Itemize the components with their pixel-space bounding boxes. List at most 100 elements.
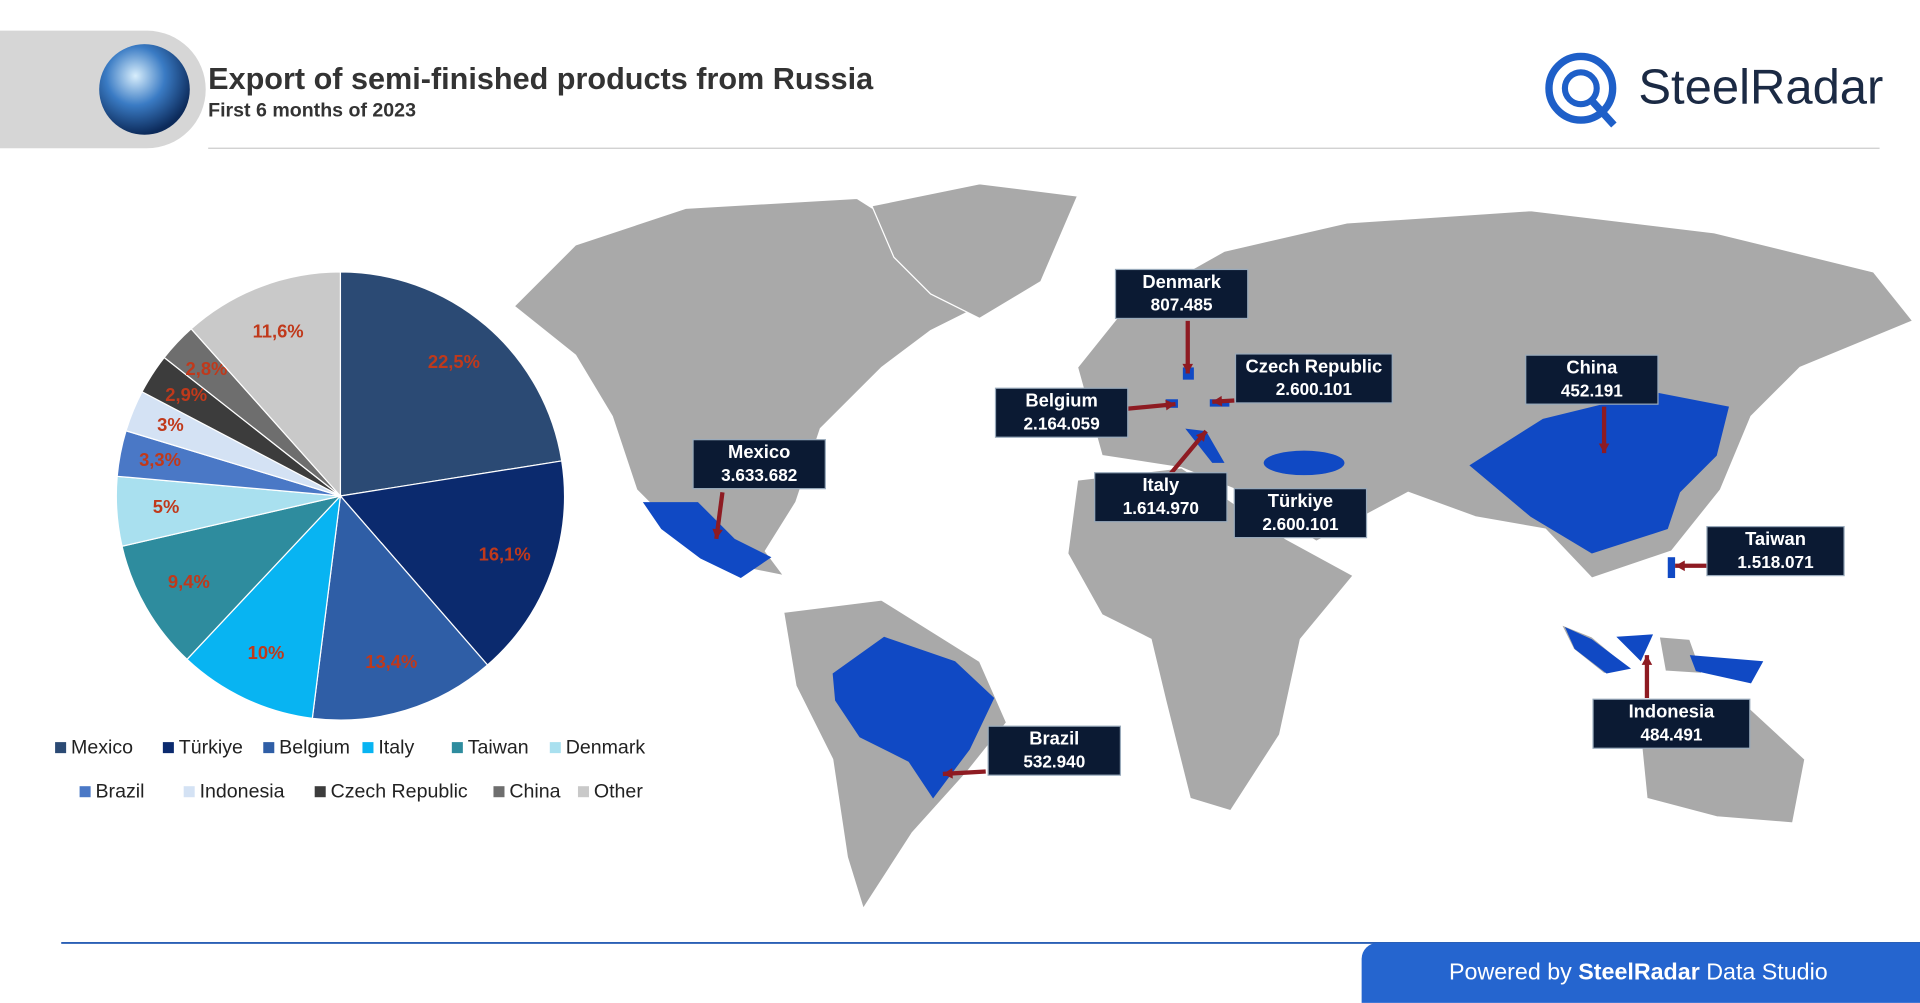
label-country: China bbox=[1566, 356, 1618, 377]
legend-swatch bbox=[493, 786, 505, 798]
legend-swatch bbox=[55, 742, 67, 754]
footer-text: Powered by SteelRadar Data Studio bbox=[1449, 959, 1828, 985]
label-country: Italy bbox=[1142, 474, 1180, 495]
label-amount: 1.614.970 bbox=[1123, 498, 1199, 518]
arrow-head bbox=[1641, 655, 1653, 665]
legend-label: Türkiye bbox=[179, 736, 243, 758]
legend-label: Italy bbox=[378, 736, 414, 758]
data-label: 13,4% bbox=[365, 651, 417, 672]
logo: SteelRadar bbox=[1545, 52, 1883, 128]
data-label: 3% bbox=[157, 414, 184, 435]
arrow-head bbox=[1182, 363, 1194, 374]
legend-swatch bbox=[314, 786, 326, 798]
label-country: Taiwan bbox=[1745, 528, 1806, 549]
pie-slice bbox=[121, 494, 343, 661]
logo-icon bbox=[1586, 95, 1617, 128]
label-box bbox=[987, 725, 1122, 776]
legend-swatch bbox=[451, 742, 463, 754]
legend-label: Czech Republic bbox=[331, 780, 468, 802]
label-amount: 807.485 bbox=[1151, 295, 1213, 315]
label-country: Mexico bbox=[728, 441, 790, 462]
label-box bbox=[1114, 268, 1249, 320]
label-country: Denmark bbox=[1142, 271, 1221, 292]
label-amount: 484.491 bbox=[1640, 725, 1702, 745]
legend-label: China bbox=[509, 780, 560, 802]
pie-slice bbox=[339, 460, 566, 666]
legend-label: Other bbox=[594, 780, 643, 802]
label-box bbox=[994, 387, 1129, 438]
logo-icon bbox=[1545, 52, 1617, 124]
label-country: Indonesia bbox=[1629, 701, 1715, 722]
label-amount: 2.164.059 bbox=[1024, 414, 1100, 434]
data-label: 10% bbox=[248, 642, 285, 663]
label-box bbox=[1094, 472, 1228, 523]
country-brazil bbox=[832, 636, 995, 799]
legend-swatch bbox=[162, 742, 174, 754]
footer-brand: SteelRadar bbox=[1578, 959, 1699, 985]
footer-band bbox=[1361, 942, 1920, 1003]
label-box bbox=[1234, 353, 1393, 404]
arrow-head bbox=[942, 768, 953, 779]
data-label: 2,8% bbox=[186, 358, 228, 379]
legend-label: Mexico bbox=[71, 736, 133, 758]
legend-label: Taiwan bbox=[468, 736, 529, 758]
title: Export of semi-finished products from Ru… bbox=[208, 62, 874, 96]
country-china bbox=[1469, 391, 1729, 554]
arrow-head bbox=[1212, 395, 1223, 407]
label-country: Czech Republic bbox=[1246, 355, 1383, 376]
country-turkiye bbox=[1263, 450, 1345, 476]
legend-swatch bbox=[577, 786, 589, 798]
globe-icon bbox=[99, 44, 190, 135]
label-amount: 452.191 bbox=[1561, 380, 1623, 400]
label-box bbox=[1233, 488, 1368, 539]
data-label: 16,1% bbox=[479, 544, 531, 565]
legend-swatch bbox=[79, 786, 91, 798]
legend-swatch bbox=[263, 742, 275, 754]
arrow-head bbox=[1598, 443, 1610, 454]
data-label: 9,4% bbox=[168, 571, 210, 592]
highlighted-countries bbox=[642, 367, 1764, 799]
label-amount: 1.518.071 bbox=[1737, 552, 1814, 572]
arrow-head bbox=[1165, 399, 1176, 411]
pie-slice bbox=[339, 271, 563, 497]
pie-slice bbox=[186, 494, 342, 719]
country-italy bbox=[1185, 428, 1225, 463]
footer-prefix: Powered by bbox=[1449, 959, 1572, 985]
legend: Mexico Türkiye Belgium Italy Taiwan Denmark Br… bbox=[55, 736, 645, 802]
africa bbox=[1067, 467, 1355, 812]
label-country: Belgium bbox=[1025, 390, 1097, 411]
greenland bbox=[870, 183, 1079, 320]
label-amount: 3.633.682 bbox=[721, 465, 797, 485]
map-labels: Denmark 807.485 Czech Republic 2.600.101 Bel… bbox=[692, 268, 1845, 779]
label-box bbox=[692, 439, 826, 490]
data-label: 11,6% bbox=[253, 321, 304, 342]
legend-label: Brazil bbox=[96, 780, 145, 802]
logo-icon bbox=[1561, 69, 1600, 108]
label-country: Brazil bbox=[1029, 728, 1079, 749]
country-mexico bbox=[642, 502, 772, 579]
legend-swatch bbox=[362, 742, 374, 754]
pie-chart: 22,5% 16,1% 13,4% 10% 9,4% 5% 3,3% 3% 2,9% 2,8% 11… bbox=[115, 271, 566, 721]
label-amount: 532.940 bbox=[1023, 751, 1085, 771]
subtitle: First 6 months of 2023 bbox=[208, 100, 416, 122]
country-indonesia bbox=[1564, 627, 1764, 684]
label-amount: 2.600.101 bbox=[1276, 379, 1353, 399]
legend-label: Belgium bbox=[279, 736, 350, 758]
label-box bbox=[1706, 525, 1845, 577]
legend-label: Indonesia bbox=[200, 780, 285, 802]
label-box bbox=[1525, 354, 1659, 405]
footer-suffix: Data Studio bbox=[1706, 959, 1828, 985]
logo-text: SteelRadar bbox=[1638, 61, 1883, 115]
data-label: 5% bbox=[153, 496, 180, 517]
label-box bbox=[1592, 698, 1751, 749]
pie-slice bbox=[311, 494, 489, 721]
data-label: 2,9% bbox=[165, 384, 207, 405]
legend-swatch bbox=[183, 786, 195, 798]
label-amount: 2.600.101 bbox=[1262, 514, 1339, 534]
legend-swatch bbox=[549, 742, 561, 754]
arrow-head bbox=[1195, 431, 1207, 442]
pie-slice bbox=[190, 271, 342, 498]
data-label: 22,5% bbox=[428, 351, 480, 372]
arrow-head bbox=[712, 528, 723, 539]
